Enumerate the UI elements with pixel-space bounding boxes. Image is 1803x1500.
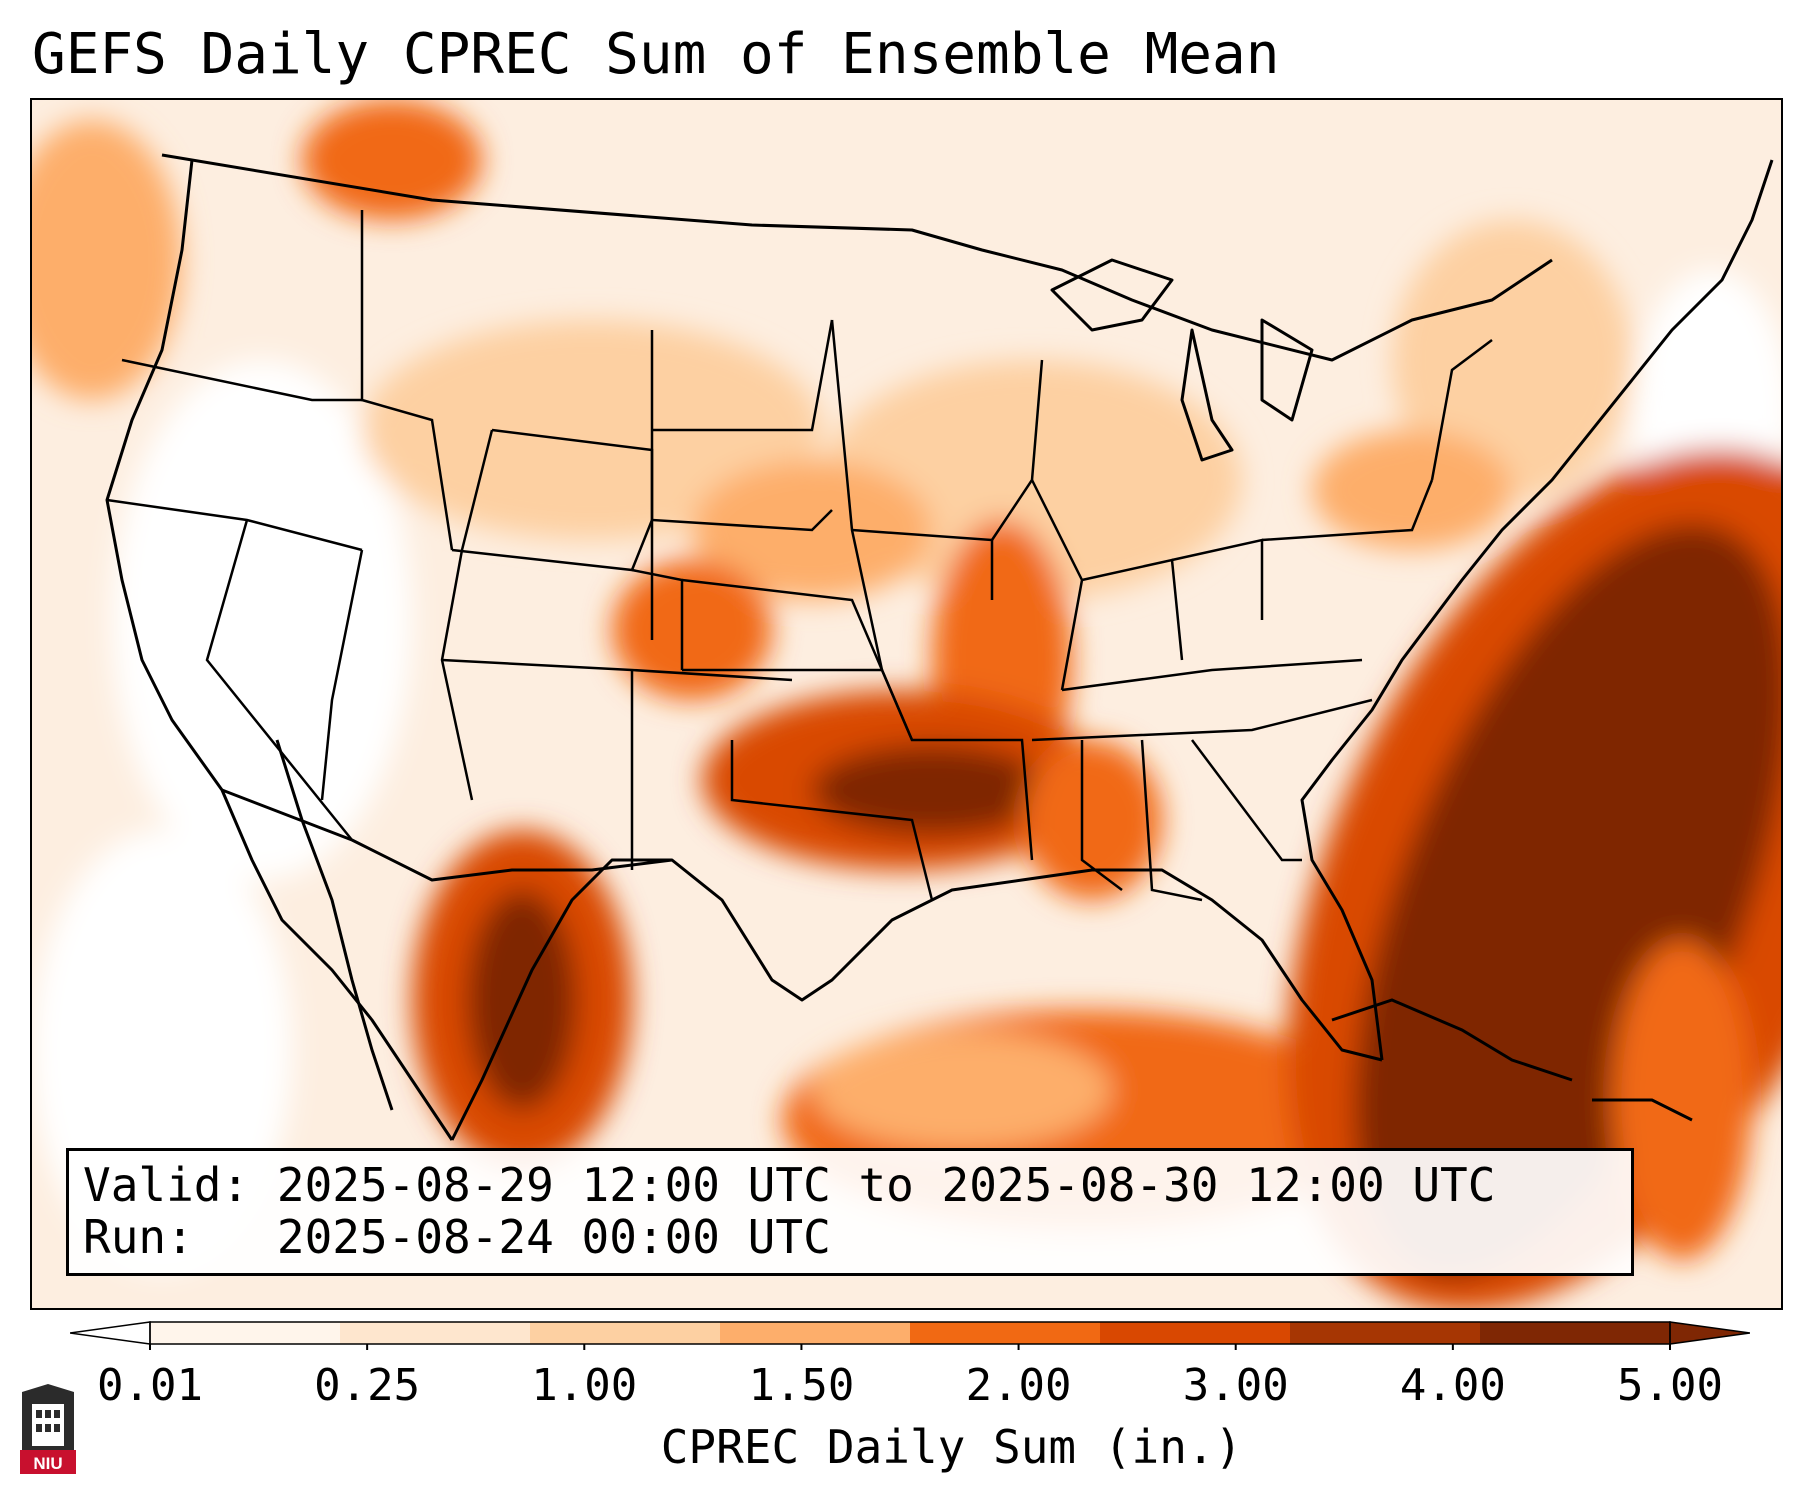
precip-area-new-england <box>1392 220 1632 500</box>
cuba-coastline <box>1331 998 1573 1082</box>
colorbar-segments <box>150 1322 1671 1344</box>
border-tn-south <box>1031 698 1373 742</box>
logo-window <box>45 1424 51 1432</box>
precip-shading <box>32 100 1781 1308</box>
map-outlines <box>105 153 1774 1141</box>
caribbean-islands <box>1331 998 1693 1122</box>
border-vt-nh <box>1430 339 1493 481</box>
state-borders <box>106 210 1493 902</box>
validity-info-box: Valid: 2025-08-29 12:00 UTC to 2025-08-3… <box>66 1148 1634 1276</box>
logo-window <box>36 1424 42 1432</box>
precip-map <box>30 98 1783 1310</box>
colorbar-segment <box>720 1322 911 1344</box>
precip-map-canvas <box>32 100 1781 1308</box>
precip-area-gulf-west <box>812 1030 1112 1150</box>
valid-value: 2025-08-29 12:00 UTC to 2025-08-30 12:00… <box>276 1158 1496 1212</box>
colorbar-tick-label: 4.00 <box>1399 1360 1506 1411</box>
precip-area-arkansas <box>1022 740 1162 900</box>
precip-area-atlantic-core <box>1354 523 1781 1277</box>
colorbar-tick-label: 3.00 <box>1182 1360 1289 1411</box>
colorbar-tick-label: 1.00 <box>531 1360 638 1411</box>
logo-band <box>20 1450 76 1474</box>
colorbar-tick-label: 2.00 <box>965 1360 1072 1411</box>
border-al-ga <box>1140 739 1203 902</box>
border-ga-sc <box>1191 739 1302 862</box>
colorbar-ticks <box>149 1344 1671 1350</box>
lake-michigan <box>1180 328 1234 462</box>
colorbar-segment <box>150 1322 341 1344</box>
logo-window <box>45 1410 51 1418</box>
colorbar <box>70 1321 1750 1350</box>
border-co-w <box>440 429 494 801</box>
precip-area-oklahoma-core <box>812 745 1052 835</box>
colorbar-tick-label: 1.50 <box>748 1360 855 1411</box>
precip-area-atlantic-east <box>1612 940 1752 1260</box>
gulf-coastline <box>450 858 1383 1141</box>
niu-logo: NIU <box>20 1384 76 1474</box>
valid-label: Valid: <box>83 1158 250 1212</box>
precip-area-bc <box>302 100 482 220</box>
logo-window <box>54 1410 60 1418</box>
baja-coastline <box>275 739 394 1111</box>
hispaniola-coastline <box>1592 1098 1693 1122</box>
run-label: Run: <box>83 1210 194 1264</box>
lake-superior <box>1050 258 1174 332</box>
logo-window <box>36 1410 42 1418</box>
canada-border <box>161 153 1553 362</box>
precip-area-pacific-nw <box>32 120 182 400</box>
colorbar-under-arrow <box>70 1321 151 1345</box>
figure-title: GEFS Daily CPREC Sum of Ensemble Mean <box>32 22 1280 87</box>
border-dakotas <box>650 330 833 532</box>
border-pa-ny <box>1261 479 1434 542</box>
border-nd-sd <box>652 319 834 432</box>
border-ne-ks <box>681 578 884 671</box>
colorbar-segment <box>530 1322 721 1344</box>
border-ca-nv <box>205 519 353 841</box>
mexico-border <box>221 788 673 882</box>
precip-area-lake-ontario <box>1312 430 1512 550</box>
colorbar-tick-label: 0.25 <box>314 1360 421 1411</box>
border-ok-tx <box>730 740 934 901</box>
border-ky-tn <box>1061 658 1363 692</box>
colorbar-tick-label: 0.01 <box>97 1360 203 1411</box>
colorbar-segment <box>1290 1322 1481 1344</box>
logo-text: NIU <box>33 1454 62 1473</box>
border-id <box>360 210 454 551</box>
border-mo-ar <box>880 669 1034 861</box>
colorbar-segment <box>1480 1322 1671 1344</box>
border-or-wa <box>121 358 362 402</box>
colorbar-over-arrow <box>1669 1321 1750 1345</box>
precip-area-dry-west <box>112 360 412 880</box>
border-ms-al <box>1080 740 1123 891</box>
logo-window <box>54 1424 60 1432</box>
colorbar-tick-label: 5.00 <box>1617 1360 1723 1411</box>
colorbar-segment <box>1100 1322 1291 1344</box>
east-coastline <box>1300 159 1774 1061</box>
run-value: 2025-08-24 00:00 UTC <box>276 1210 831 1264</box>
border-nv-ut <box>320 549 364 801</box>
colorbar-frame <box>149 1321 1671 1345</box>
colorbar-segment <box>340 1322 531 1344</box>
colorbar-segment <box>910 1322 1101 1344</box>
lake-huron <box>1260 318 1314 422</box>
colorbar-label: CPREC Daily Sum (in.) <box>660 1420 1243 1474</box>
